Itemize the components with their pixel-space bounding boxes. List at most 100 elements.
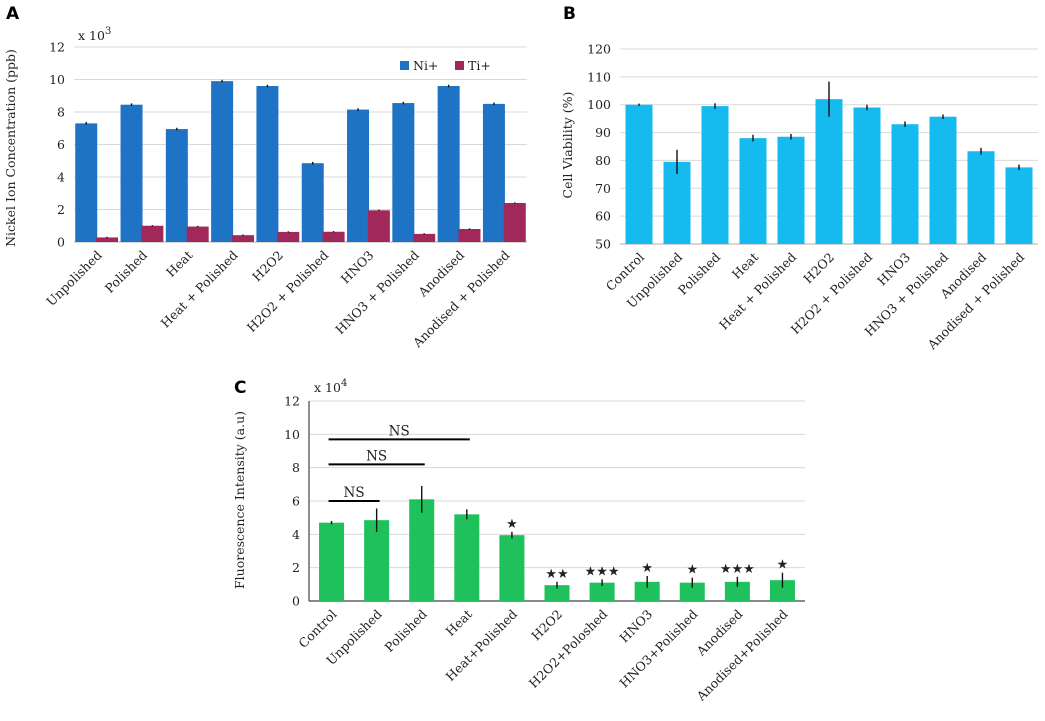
x-category-label: H2O2	[800, 250, 837, 287]
x-category-label: HNO3	[616, 606, 655, 645]
x-category-label: H2O2	[528, 607, 565, 644]
bar	[777, 136, 805, 244]
x-category-label: Polished	[382, 607, 430, 655]
significance-stars: ★	[777, 558, 789, 573]
bar	[231, 235, 254, 242]
x-category-label: Heat	[443, 607, 475, 639]
bar	[75, 123, 98, 242]
panel-a-multiplier: x 103	[78, 26, 111, 43]
ns-label: NS	[366, 448, 387, 464]
y-tick-label: 8	[292, 460, 300, 475]
bar	[503, 203, 526, 242]
bar	[634, 581, 660, 601]
panel-a-multiplier-base: x 10	[78, 28, 105, 43]
bar	[853, 107, 881, 244]
bar	[301, 163, 324, 242]
bar	[413, 233, 436, 242]
panel-a-multiplier-exp: 3	[105, 26, 111, 37]
bar	[739, 138, 767, 244]
bar	[120, 104, 143, 242]
bar	[769, 580, 795, 601]
bar	[211, 81, 234, 242]
bar	[392, 103, 415, 242]
y-tick-label: 10	[284, 427, 300, 442]
bar	[724, 581, 750, 601]
panel-c-multiplier: x 104	[314, 378, 347, 395]
bar	[1005, 167, 1033, 244]
bar	[367, 210, 390, 242]
bar	[482, 103, 505, 242]
legend-label-ti: Ti+	[468, 58, 491, 73]
y-tick-label: 70	[595, 181, 611, 196]
bar	[186, 226, 209, 242]
panel-c-multiplier-exp: 4	[341, 378, 347, 389]
ns-label: NS	[389, 423, 410, 439]
bar	[663, 161, 691, 244]
bar	[544, 585, 570, 601]
bar	[277, 231, 300, 242]
panel-b-letter: B	[563, 4, 576, 24]
significance-stars: ★★★	[720, 562, 755, 577]
bar	[165, 129, 188, 242]
panel-c-tick-labels: 0 2 4 6 8 10 12	[284, 394, 300, 609]
bar	[319, 522, 345, 601]
y-tick-label: 6	[57, 137, 65, 152]
ns-label: NS	[344, 485, 365, 501]
y-tick-label: 4	[292, 527, 300, 542]
legend-swatch-ni	[400, 61, 409, 70]
y-tick-label: 110	[587, 69, 611, 84]
panel-a-bars	[75, 79, 526, 242]
panel-b-bars	[625, 81, 1033, 245]
bar	[454, 514, 480, 601]
panel-c-ylabel: Fluorescence Intensity (a.u)	[232, 411, 247, 589]
panel-a-ylabel: Nickel Ion Concentration (ppb)	[3, 49, 18, 247]
legend-label-ni: Ni+	[413, 58, 438, 73]
bar	[701, 106, 729, 244]
panel-c-multiplier-base: x 10	[314, 380, 341, 395]
y-tick-label: 0	[292, 594, 300, 609]
bar	[141, 225, 164, 242]
significance-stars: ★	[686, 563, 698, 578]
bar	[347, 109, 370, 242]
bar	[815, 99, 843, 245]
panel-a-letter: A	[6, 4, 20, 24]
y-tick-label: 50	[595, 237, 611, 252]
bar	[437, 86, 460, 242]
bar	[679, 582, 705, 601]
x-category-label: H2O2	[249, 248, 286, 285]
x-category-label: Unpolished	[43, 248, 105, 310]
y-tick-label: 0	[57, 235, 65, 250]
panel-c-bars	[319, 486, 795, 601]
x-category-label: HNO3+Polished	[616, 607, 700, 691]
significance-stars: ★★	[545, 567, 568, 582]
y-tick-label: 2	[57, 202, 65, 217]
y-tick-label: 100	[587, 97, 611, 112]
panel-c-significance-marks: ★★★ ★★★ ★ ★ ★★★ ★	[506, 517, 788, 582]
x-category-label: H2O2 + Polished	[244, 248, 332, 336]
y-tick-label: 2	[292, 560, 300, 575]
bar	[256, 86, 279, 242]
x-category-label: Heat + Polished	[158, 248, 241, 331]
y-tick-label: 60	[595, 209, 611, 224]
x-category-label: Heat	[163, 248, 195, 280]
bar	[625, 104, 653, 244]
y-tick-label: 4	[57, 170, 65, 185]
significance-stars: ★	[641, 561, 653, 576]
bar	[96, 237, 119, 242]
bar	[409, 499, 435, 601]
y-tick-label: 12	[284, 394, 300, 409]
significance-stars: ★	[506, 517, 518, 532]
y-tick-label: 8	[57, 105, 65, 120]
bar	[364, 520, 390, 601]
y-tick-label: 90	[595, 125, 611, 140]
x-category-label: H2O2+Poloshed	[526, 607, 610, 691]
panel-c-letter: C	[234, 378, 246, 398]
bar	[499, 535, 525, 601]
y-tick-label: 12	[49, 40, 65, 55]
bar	[322, 231, 345, 242]
